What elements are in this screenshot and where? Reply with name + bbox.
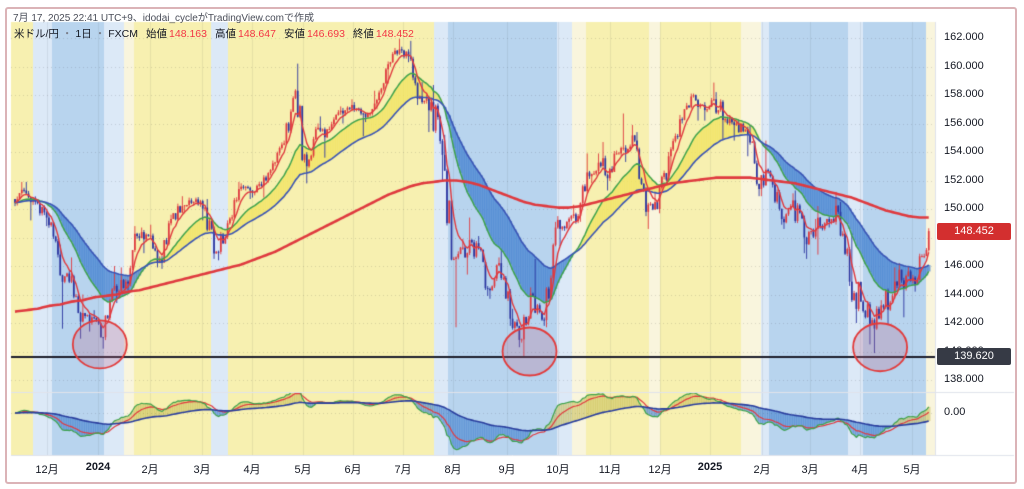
time-axis-label: 11月: [598, 464, 622, 476]
price-axis-label: 142.000: [944, 316, 984, 328]
price-axis-label: 160.000: [944, 59, 984, 72]
interval-label[interactable]: 1日: [75, 28, 92, 40]
close-label: 終値: [352, 28, 374, 40]
time-axis-label: 5月: [903, 464, 921, 476]
time-axis-label: 9月: [498, 464, 516, 476]
time-axis-label: 6月: [344, 464, 362, 476]
price-axis-label: 154.000: [944, 145, 984, 157]
symbol-name[interactable]: 米ドル/円: [14, 28, 59, 40]
low-value: 146.693: [306, 28, 345, 40]
price-axis-label: 144.000: [944, 287, 984, 300]
time-axis-label: 2月: [141, 464, 159, 476]
open-label: 始値: [146, 28, 168, 40]
exchange-label[interactable]: FXCM: [108, 28, 139, 40]
time-axis-label: 12月: [35, 464, 59, 476]
time-axis-label: 8月: [444, 464, 462, 476]
price-axis-label: 156.000: [944, 116, 984, 129]
price-axis-label: 162.000: [944, 31, 984, 43]
time-axis-label: 10月: [546, 464, 570, 476]
last-price-badge: 148.452: [937, 222, 1011, 240]
support-price-badge: 139.620: [937, 348, 1011, 366]
chart-legend: 米ドル/円・ 1日・ FXCM 始値 148.163 高値 148.647 安値 146.693…: [14, 26, 414, 41]
open-value: 148.163: [169, 28, 207, 40]
price-axis-label: 152.000: [944, 173, 984, 186]
price-axis-label: 146.000: [944, 259, 984, 271]
time-axis-label: 5月: [294, 464, 312, 476]
oscillator-zero-label: 0.00: [944, 406, 966, 418]
time-axis-label: 2月: [753, 464, 771, 476]
legend-separator: ・: [94, 28, 106, 40]
time-axis-label: 4月: [243, 464, 261, 476]
high-value: 148.647: [237, 28, 276, 40]
legend-separator: ・: [61, 28, 73, 40]
chart-attribution: 7月 17, 2025 22:41 UTC+9、idodai_cycleがTra…: [13, 13, 314, 24]
time-axis-label: 2025: [697, 461, 723, 473]
price-axis-label: 150.000: [944, 202, 984, 214]
time-axis-label: 4月: [851, 464, 869, 476]
time-axis-label: 3月: [801, 464, 819, 476]
time-axis-label: 2024: [85, 461, 111, 473]
time-axis-label: 7月: [394, 464, 412, 476]
price-axis-label: 138.000: [944, 373, 984, 385]
price-axis-label: 158.000: [944, 88, 984, 100]
time-axis-label: 12月: [648, 464, 672, 476]
close-value: 148.452: [375, 28, 414, 40]
high-label: 高値: [214, 28, 236, 40]
time-axis-label: 3月: [193, 464, 211, 476]
low-label: 安値: [283, 28, 305, 40]
